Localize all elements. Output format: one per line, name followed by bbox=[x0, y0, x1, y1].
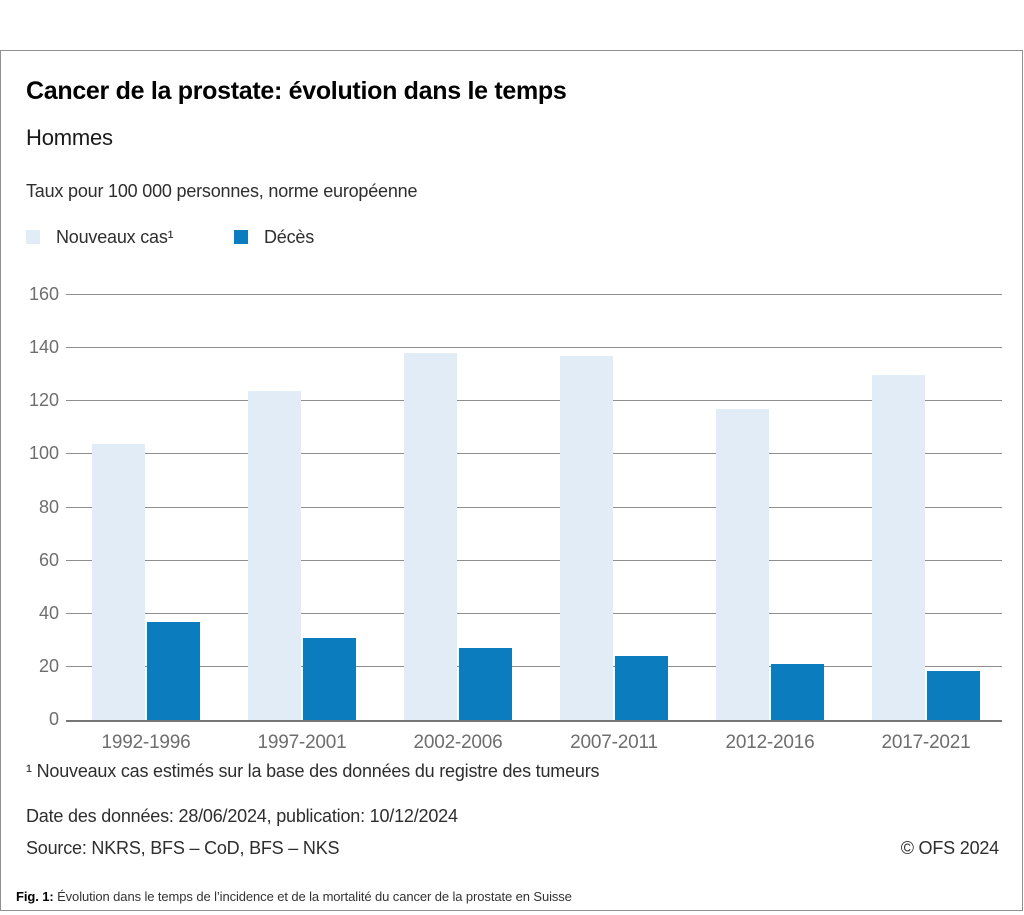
legend-swatch-nouveaux-cas-icon bbox=[26, 230, 40, 244]
x-axis-label-2007-2011: 2007-2011 bbox=[570, 732, 658, 753]
gridline-y-40 bbox=[66, 612, 1002, 614]
data-date-line: Date des données: 28/06/2024, publicatio… bbox=[26, 806, 458, 826]
legend-label-nouveaux-cas: Nouveaux cas¹ bbox=[56, 226, 174, 247]
figure-caption-text: Évolution dans le temps de l’incidence e… bbox=[53, 889, 572, 904]
gridline-y-80 bbox=[66, 506, 1002, 508]
y-tick-label-160: 160 bbox=[28, 284, 59, 304]
source-line: Source: NKRS, BFS – CoD, BFS – NKS bbox=[26, 838, 340, 858]
chart-legend: Nouveaux cas¹ Décès bbox=[1, 227, 1022, 247]
bar-nouveaux-cas-1997-2001 bbox=[248, 390, 301, 720]
footnote: ¹ Nouveaux cas estimés sur la base des d… bbox=[26, 761, 600, 781]
gridline-y-140 bbox=[66, 347, 1002, 349]
y-tick-label-0: 0 bbox=[48, 709, 59, 729]
bar-nouveaux-cas-2017-2021 bbox=[872, 374, 925, 720]
bar-deces-2007-2011 bbox=[615, 656, 668, 720]
x-axis-label-2017-2021: 2017-2021 bbox=[881, 732, 971, 753]
gridline-y-20 bbox=[66, 665, 1002, 667]
bar-deces-2017-2021 bbox=[927, 670, 980, 720]
gridline-y-160 bbox=[66, 294, 1002, 295]
chart-subtitle: Hommes bbox=[26, 125, 113, 150]
y-tick-label-140: 140 bbox=[28, 337, 59, 358]
figure-caption: Fig. 1: Évolution dans le temps de l’inc… bbox=[16, 889, 572, 904]
y-tick-label-40: 40 bbox=[38, 602, 59, 623]
gridline-y-120 bbox=[66, 400, 1002, 402]
y-tick-label-100: 100 bbox=[28, 443, 59, 464]
legend-item-deces: Décès bbox=[234, 227, 314, 247]
bar-nouveaux-cas-2007-2011 bbox=[560, 356, 613, 720]
x-axis-label-2002-2006: 2002-2006 bbox=[413, 732, 503, 753]
bar-deces-1992-1996 bbox=[147, 621, 200, 720]
x-axis-label-2012-2016: 2012-2016 bbox=[725, 732, 815, 753]
legend-swatch-deces-icon bbox=[234, 230, 248, 244]
bar-nouveaux-cas-2002-2006 bbox=[404, 353, 457, 720]
bar-deces-2002-2006 bbox=[459, 648, 512, 720]
figure-panel: Cancer de la prostate: évolution dans le… bbox=[0, 50, 1023, 911]
bar-chart-plot-area: 1992-1996 1997-2001 2002-2006 2007-2011 2012… bbox=[66, 294, 1002, 753]
chart-title: Cancer de la prostate: évolution dans le… bbox=[26, 77, 567, 105]
gridline-y-100 bbox=[66, 453, 1002, 455]
y-tick-label-80: 80 bbox=[38, 496, 59, 517]
bar-nouveaux-cas-1992-1996 bbox=[92, 443, 145, 720]
gridline-y-60 bbox=[66, 559, 1002, 561]
legend-label-deces: Décès bbox=[264, 226, 315, 247]
figure-caption-label: Fig. 1: bbox=[16, 889, 54, 904]
bar-deces-1997-2001 bbox=[303, 637, 356, 720]
legend-item-nouveaux-cas: Nouveaux cas¹ bbox=[26, 226, 174, 247]
axis-unit-label: Taux pour 100 000 personnes, norme europ… bbox=[26, 181, 418, 201]
y-tick-label-20: 20 bbox=[38, 655, 59, 676]
copyright-notice: © OFS 2024 bbox=[900, 838, 1000, 858]
bar-deces-2012-2016 bbox=[771, 664, 824, 720]
x-axis-label-1997-2001: 1997-2001 bbox=[257, 732, 347, 753]
y-tick-label-60: 60 bbox=[38, 549, 59, 570]
bar-nouveaux-cas-2012-2016 bbox=[716, 409, 769, 720]
y-tick-label-120: 120 bbox=[28, 390, 59, 411]
y-axis-labels: 0 20 40 60 80 100 120 140 160 bbox=[1, 284, 59, 729]
x-axis-label-1992-1996: 1992-1996 bbox=[101, 732, 191, 753]
